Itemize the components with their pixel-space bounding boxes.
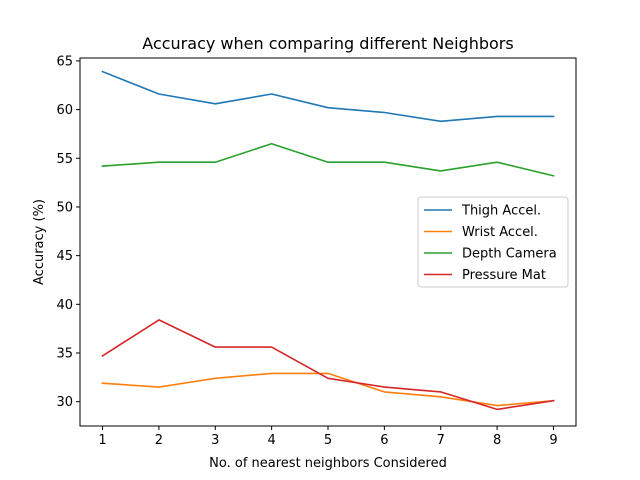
x-tick-label-6: 7 (437, 433, 445, 448)
legend-label-2: Depth Camera (462, 247, 557, 262)
x-tick-label-2: 3 (211, 433, 219, 448)
x-tick-label-1: 2 (155, 433, 163, 448)
x-tick-label-4: 5 (324, 433, 332, 448)
x-tick-label-5: 6 (380, 433, 388, 448)
y-tick-label-0: 30 (56, 395, 73, 410)
x-tick-label-8: 9 (549, 433, 557, 448)
y-axis-label: Accuracy (%) (32, 199, 47, 285)
legend: Thigh Accel. Wrist Accel. Depth Camera Pres… (417, 196, 569, 288)
legend-label-3: Pressure Mat (462, 268, 546, 283)
y-tick-label-7: 65 (56, 54, 73, 69)
series-line-1 (101, 372, 555, 407)
series-line-3 (101, 319, 555, 411)
series-line-2 (101, 142, 555, 177)
legend-label-0: Thigh Accel. (461, 204, 541, 219)
x-tick-label-0: 1 (98, 433, 106, 448)
x-tick-label-7: 8 (493, 433, 501, 448)
y-tick-label-6: 60 (56, 103, 73, 118)
y-tick-label-5: 55 (56, 152, 73, 167)
y-tick-label-4: 50 (56, 200, 73, 215)
legend-box (417, 196, 569, 288)
y-tick-label-2: 40 (56, 298, 73, 313)
y-tick-label-1: 35 (56, 346, 73, 361)
x-tick-label-3: 4 (267, 433, 275, 448)
chart-title: Accuracy when comparing different Neighb… (142, 34, 513, 53)
series-line-0 (101, 70, 555, 123)
x-axis-label: No. of nearest neighbors Considered (209, 456, 447, 471)
legend-label-1: Wrist Accel. (462, 225, 538, 240)
y-tick-label-3: 45 (56, 249, 73, 264)
